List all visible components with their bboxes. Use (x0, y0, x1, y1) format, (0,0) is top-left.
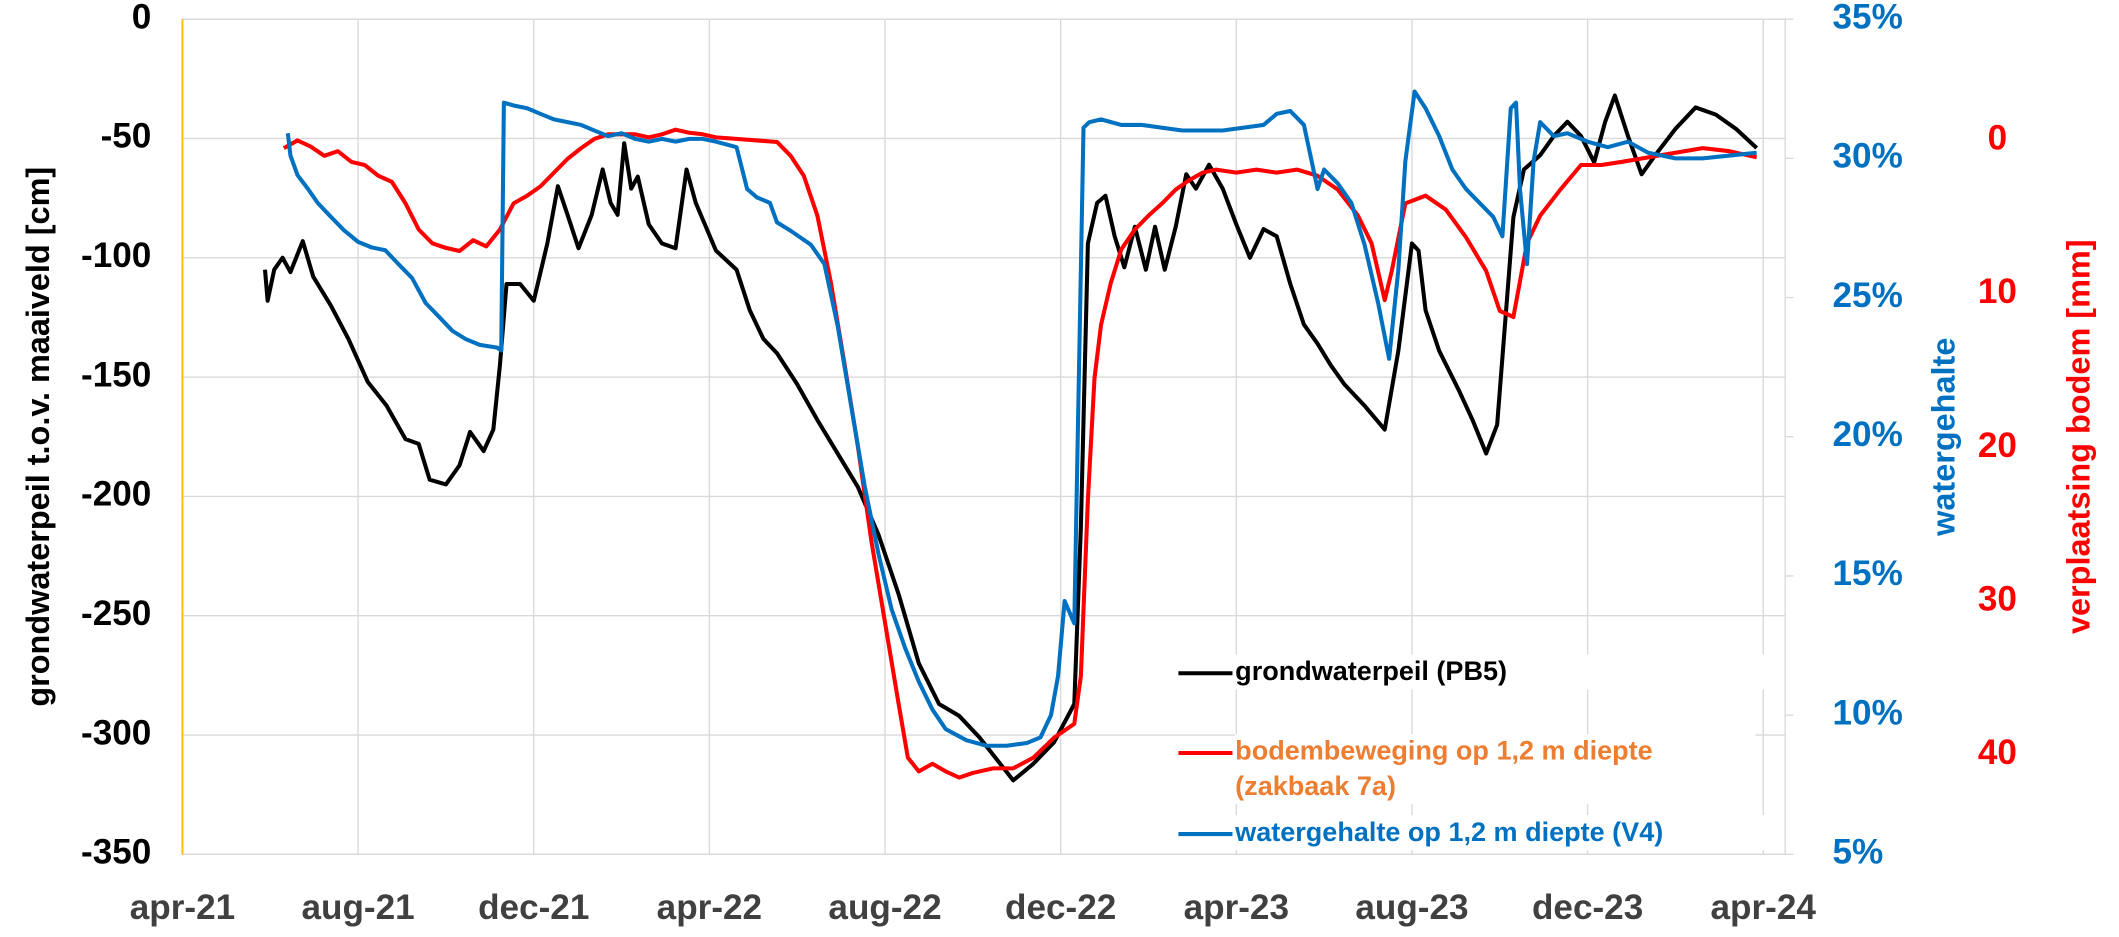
y2-tick-label: 25% (1833, 276, 1903, 315)
y3-axis-label: verplaatsing bodem [mm] (2061, 239, 2097, 634)
y3-tick-label: 30 (1978, 579, 2017, 618)
y2-axis-label: watergehalte (1926, 338, 1962, 537)
legend-label: grondwaterpeil (PB5) (1235, 654, 1776, 690)
x-tick-label: apr-21 (130, 888, 235, 927)
legend-entry: grondwaterpeil (PB5) (1235, 654, 1776, 690)
x-tick-label: apr-22 (657, 888, 762, 927)
y2-tick-label: 5% (1833, 833, 1884, 872)
y-tick-label: -300 (81, 713, 151, 752)
y2-tick-label: 15% (1833, 554, 1903, 593)
y3-tick-label: 0 (1988, 119, 2008, 158)
x-tick-label: aug-21 (301, 888, 414, 927)
y2-tick-label: 30% (1833, 137, 1903, 176)
series-line (285, 89, 1757, 748)
legend-entry: watergehalte op 1,2 m diepte (V4) (1235, 815, 1776, 851)
series-line (262, 93, 1759, 783)
y-axis-label: grondwaterpeil t.o.v. maaiveld [cm] (20, 167, 56, 707)
y3-tick-label: 10 (1978, 272, 2017, 311)
y-tick-label: -350 (81, 833, 151, 872)
x-tick-label: dec-22 (1005, 888, 1116, 927)
y2-tick-label: 10% (1833, 693, 1903, 732)
legend-entry: bodembeweging op 1,2 m diepte (zakbaak 7… (1235, 734, 1756, 805)
y3-tick-label: 20 (1978, 426, 2017, 465)
x-tick-label: dec-21 (478, 888, 589, 927)
y-tick-label: 0 (132, 0, 152, 36)
y-tick-label: -150 (81, 355, 151, 394)
x-tick-label: apr-24 (1711, 888, 1817, 927)
y-tick-label: -250 (81, 594, 151, 633)
y-tick-label: -50 (101, 117, 152, 156)
y-tick-label: -100 (81, 236, 151, 275)
x-tick-label: apr-23 (1184, 888, 1289, 927)
x-tick-label: dec-23 (1532, 888, 1643, 927)
x-tick-label: aug-22 (828, 888, 941, 927)
y2-tick-label: 20% (1833, 415, 1903, 454)
legend-label: watergehalte op 1,2 m diepte (V4) (1235, 815, 1776, 851)
x-tick-label: aug-23 (1355, 888, 1468, 927)
y3-tick-label: 40 (1978, 733, 2017, 772)
y-tick-label: -200 (81, 475, 151, 514)
series-line (282, 127, 1758, 780)
y2-tick-label: 35% (1833, 0, 1903, 36)
legend-label: bodembeweging op 1,2 m diepte (zakbaak 7… (1235, 734, 1756, 805)
